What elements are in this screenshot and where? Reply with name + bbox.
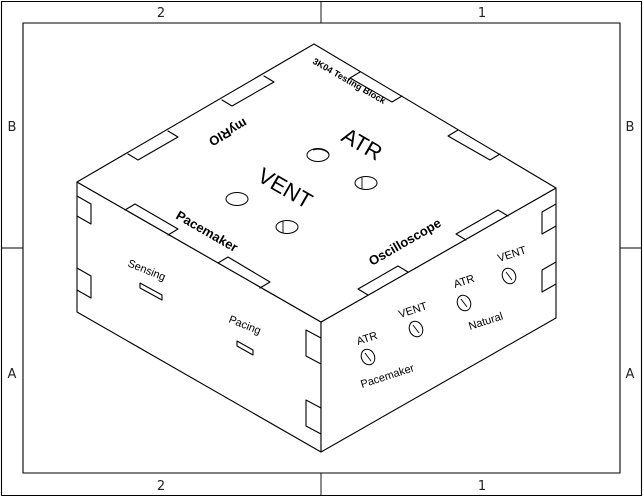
zone-label-top-2: 2: [157, 6, 165, 21]
finger-joint-top-bl-2: [221, 75, 275, 107]
natural-atr-jack-slot: [460, 298, 468, 308]
zone-label-bottom-1: 1: [478, 479, 486, 494]
finger-joint-top-fr-1: [357, 265, 409, 296]
atr-top-jack: [306, 148, 330, 162]
finger-joint-left-1: [76, 195, 92, 225]
pacemaker-atr-jack-slot: [364, 352, 372, 362]
finger-joint-top-br-1: [349, 71, 403, 103]
vent-top-jack: [225, 192, 249, 206]
zone-label-left-b: B: [8, 120, 17, 135]
atr-top-jack-2: [354, 176, 378, 190]
testing-block-box: 3K04 Testing Block myRIO ATR VENT Pacema…: [76, 43, 557, 453]
finger-joint-top-bl-1: [127, 130, 179, 161]
vent-top-jack-2: [275, 220, 299, 234]
sensing-port: [139, 282, 163, 301]
zone-label-right-a: A: [626, 367, 635, 382]
finger-joint-front-1: [305, 329, 322, 365]
pacemaker-vent-jack-slot: [412, 324, 420, 334]
zone-label-left-a: A: [8, 367, 17, 382]
finger-joint-left-2: [76, 267, 92, 299]
natural-vent-jack-slot: [505, 271, 513, 281]
top-face: [76, 43, 557, 323]
atr-top-jack-shade: [312, 148, 330, 157]
finger-joint-top-fl-2: [217, 256, 271, 289]
finger-joint-right-1: [541, 203, 557, 235]
finger-joint-top-br-2: [447, 129, 501, 161]
finger-joint-top-fl-1: [124, 203, 179, 236]
zone-label-right-b: B: [626, 120, 635, 135]
zone-label-bottom-2: 2: [157, 479, 165, 494]
finger-joint-front-2: [305, 399, 322, 435]
finger-joint-top-fr-2: [455, 209, 509, 241]
zone-label-top-1: 1: [478, 6, 486, 21]
pacing-port: [236, 340, 254, 356]
finger-joint-right-2: [541, 261, 557, 293]
